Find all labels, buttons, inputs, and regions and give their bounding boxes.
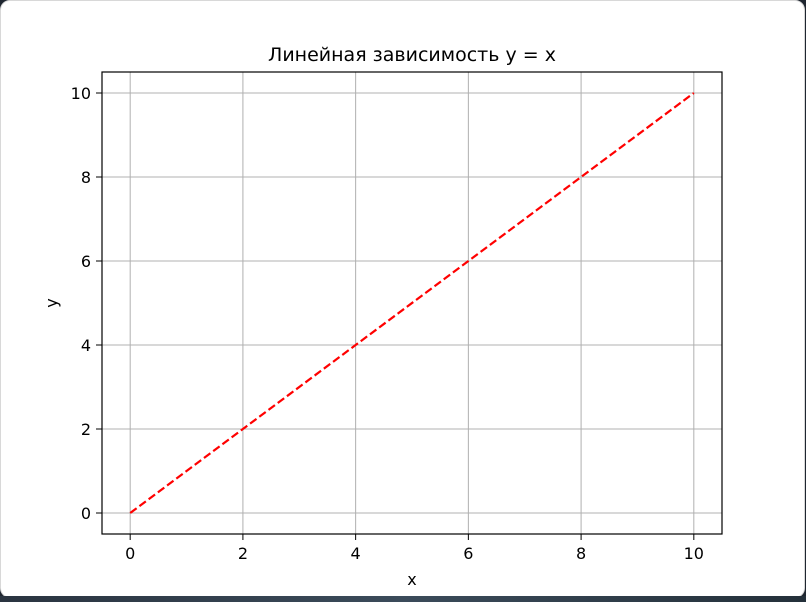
plot-area-frame <box>101 71 723 535</box>
x-tick-label: 8 <box>576 544 586 563</box>
x-axis-label: x <box>407 570 416 589</box>
x-tick-label: 4 <box>351 544 361 563</box>
desktop-background-strip <box>0 596 806 602</box>
y-tick-label: 10 <box>71 84 91 103</box>
y-tick-label: 4 <box>81 336 91 355</box>
x-tick-label: 2 <box>238 544 248 563</box>
x-tick-label: 6 <box>463 544 473 563</box>
series-line <box>129 92 695 514</box>
x-tick-label: 0 <box>125 544 135 563</box>
y-tick-label: 0 <box>81 504 91 523</box>
ticks: 0 2 4 6 8 10 0 2 4 6 8 10 <box>71 84 704 563</box>
series-layer <box>129 92 695 514</box>
x-tick-label: 10 <box>684 544 704 563</box>
chart-title: Линейная зависимость y = x <box>268 44 556 66</box>
y-tick-label: 2 <box>81 420 91 439</box>
y-tick-label: 6 <box>81 252 91 271</box>
y-tick-label: 8 <box>81 168 91 187</box>
grid <box>102 72 722 534</box>
y-axis-label: y <box>42 298 61 307</box>
